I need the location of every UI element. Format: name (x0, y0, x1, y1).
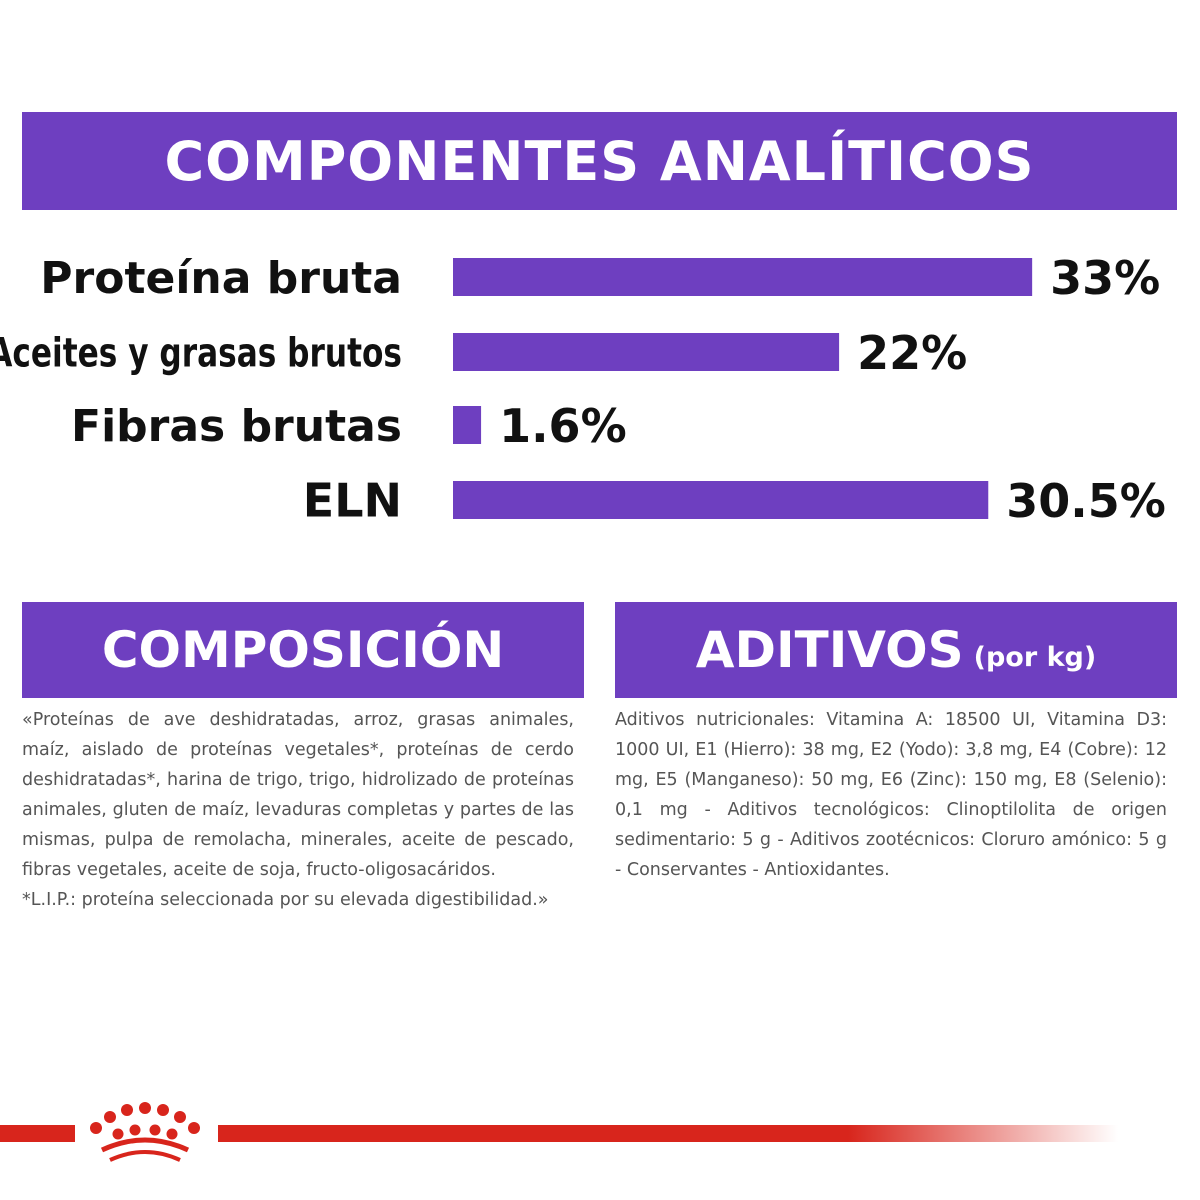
analytical-components-banner: COMPONENTES ANALÍTICOS (22, 112, 1177, 210)
crown-icon (90, 1102, 200, 1162)
composition-banner: COMPOSICIÓN (22, 602, 584, 698)
bar (453, 406, 482, 444)
composition-footnote: *L.I.P.: proteína seleccionada por su el… (22, 890, 549, 910)
footer-line-left (0, 1125, 75, 1142)
additives-subtitle: (por kg) (973, 641, 1097, 673)
additives-title: ADITIVOS (695, 621, 964, 679)
bar-value-label: 22% (857, 326, 967, 380)
bar-label: ELN (303, 474, 402, 528)
additives-banner: ADITIVOS (por kg) (615, 602, 1177, 698)
additives-paragraph: Aditivos nutricionales: Vitamina A: 1850… (615, 710, 1167, 880)
bar-label: Aceites y grasas brutos (0, 331, 402, 377)
bar (453, 258, 1033, 296)
bar-value-label: 1.6% (499, 399, 627, 453)
footer-line-right (218, 1125, 1118, 1142)
additives-text: Aditivos nutricionales: Vitamina A: 1850… (615, 705, 1167, 885)
analytical-components-chart: Proteína bruta 33% Aceites y grasas brutos… (0, 251, 1166, 528)
bar (453, 481, 989, 519)
bar-label: Fibras brutas (71, 401, 402, 452)
bar-value-label: 30.5% (1006, 474, 1166, 528)
composition-title: COMPOSICIÓN (101, 621, 505, 679)
composition-paragraph: «Proteínas de ave deshidratadas, arroz, … (22, 710, 574, 880)
bar-label: Proteína bruta (40, 253, 402, 304)
composition-text: «Proteínas de ave deshidratadas, arroz, … (22, 705, 574, 915)
bar-value-label: 33% (1050, 251, 1160, 305)
analytical-components-title: COMPONENTES ANALÍTICOS (164, 129, 1035, 193)
bar (453, 333, 840, 371)
